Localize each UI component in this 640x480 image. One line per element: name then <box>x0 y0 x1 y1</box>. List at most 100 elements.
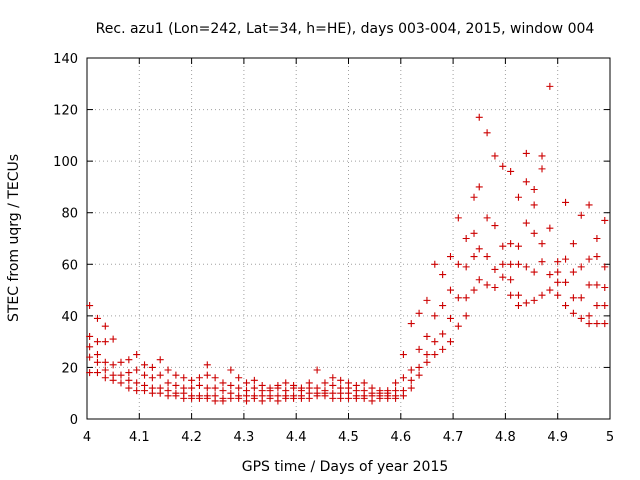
data-point <box>439 330 447 338</box>
data-point <box>211 384 219 392</box>
data-point <box>86 302 94 310</box>
data-point <box>470 286 478 294</box>
data-point <box>125 384 133 392</box>
data-point <box>601 302 609 310</box>
data-point <box>399 392 407 400</box>
data-point <box>235 384 243 392</box>
data-point <box>470 193 478 201</box>
data-point <box>593 235 601 242</box>
data-point <box>180 394 188 402</box>
x-tick-label: 4.6 <box>390 430 411 445</box>
data-point <box>439 345 447 353</box>
data-point <box>321 379 329 387</box>
data-point <box>399 351 407 359</box>
data-point <box>475 113 483 121</box>
data-point <box>352 394 360 402</box>
data-point <box>93 358 101 366</box>
data-point <box>258 397 266 405</box>
chart-title: Rec. azu1 (Lon=242, Lat=34, h=HE), days … <box>96 21 595 37</box>
data-point <box>522 149 530 157</box>
data-point <box>203 361 211 369</box>
data-point <box>514 291 522 299</box>
data-point <box>601 283 609 291</box>
data-point <box>601 320 609 328</box>
data-point <box>156 371 164 379</box>
data-point <box>329 381 337 389</box>
data-point <box>538 240 546 248</box>
data-point <box>250 394 258 402</box>
data-point <box>522 219 530 227</box>
data-point <box>109 376 117 384</box>
data-point <box>593 253 601 261</box>
data-point <box>415 371 423 379</box>
data-point <box>530 229 538 237</box>
data-point <box>462 235 470 242</box>
data-point <box>446 338 454 346</box>
data-point <box>562 255 570 263</box>
data-point <box>360 394 368 402</box>
data-point <box>125 369 133 377</box>
x-tick-label: 4.2 <box>181 430 202 445</box>
data-point <box>431 338 439 346</box>
grid <box>87 58 610 419</box>
data-point <box>250 376 258 384</box>
x-tick-label: 4.9 <box>547 430 568 445</box>
data-point <box>384 394 392 402</box>
data-point <box>321 392 329 400</box>
data-point <box>585 312 593 320</box>
data-point <box>313 366 321 374</box>
data-point <box>93 338 101 346</box>
data-point <box>593 320 601 328</box>
data-point <box>538 258 546 266</box>
data-point <box>554 258 562 266</box>
data-point <box>133 351 141 359</box>
data-point <box>407 366 415 374</box>
data-point <box>569 309 577 317</box>
data-point <box>337 394 345 402</box>
data-point <box>227 366 235 374</box>
data-point <box>454 294 462 302</box>
y-tick-labels: 0 20 40 60 80 100 120 140 <box>53 52 78 428</box>
x-tick-label: 4.4 <box>286 430 307 445</box>
data-point <box>423 332 431 340</box>
data-point <box>454 260 462 268</box>
data-point <box>538 152 546 160</box>
data-point <box>188 376 196 384</box>
data-point <box>601 263 609 271</box>
data-point <box>329 394 337 402</box>
x-axis-label: GPS time / Days of year 2015 <box>242 459 449 475</box>
data-point <box>203 371 211 379</box>
data-point <box>266 394 274 402</box>
data-point <box>235 374 243 382</box>
data-point <box>530 268 538 276</box>
data-point <box>577 263 585 271</box>
data-point <box>446 314 454 322</box>
data-point <box>172 392 180 400</box>
data-point <box>483 214 491 222</box>
y-tick-label: 120 <box>53 104 78 119</box>
data-point <box>470 253 478 261</box>
data-point <box>530 186 538 194</box>
data-point <box>585 281 593 289</box>
data-point <box>507 167 515 175</box>
data-point <box>585 255 593 263</box>
data-point <box>329 374 337 382</box>
data-point <box>475 276 483 284</box>
data-point <box>454 214 462 222</box>
data-point <box>439 302 447 310</box>
data-point <box>522 178 530 186</box>
data-point <box>431 351 439 359</box>
data-point <box>227 394 235 402</box>
x-tick-label: 4.3 <box>234 430 255 445</box>
data-point <box>337 376 345 384</box>
data-point <box>475 183 483 191</box>
data-point <box>562 278 570 286</box>
data-point <box>585 201 593 209</box>
data-point <box>483 253 491 261</box>
data-point <box>483 281 491 289</box>
data-point <box>274 384 282 392</box>
y-tick-label: 140 <box>53 52 78 67</box>
data-point <box>562 198 570 206</box>
data-point <box>475 245 483 253</box>
